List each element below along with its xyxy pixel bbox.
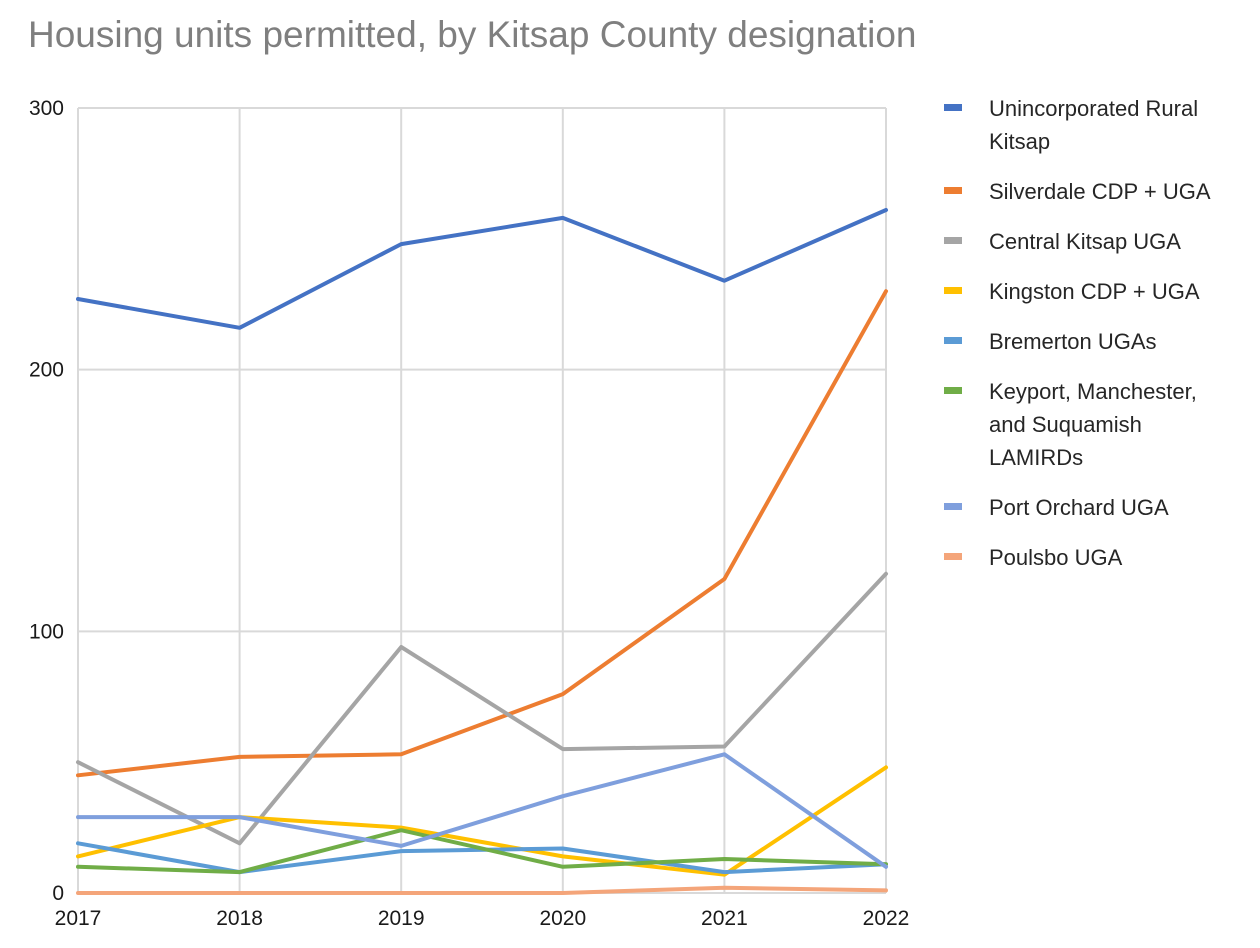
legend-swatch (944, 387, 962, 394)
legend-label: Kingston CDP + UGA (989, 279, 1200, 304)
x-tick-label: 2021 (701, 907, 748, 930)
legend-swatch (944, 237, 962, 244)
legend-label: Bremerton UGAs (989, 329, 1157, 354)
series-line-3 (76, 765, 888, 877)
legend-swatch (944, 104, 962, 111)
legend-item: Bremerton UGAs (944, 325, 1244, 358)
legend-item: Central Kitsap UGA (944, 225, 1244, 258)
y-tick-label: 200 (29, 359, 64, 382)
legend-item: Unincorporated Rural Kitsap (944, 92, 1244, 158)
series-line-0 (76, 208, 888, 330)
chart-title: Housing units permitted, by Kitsap Count… (28, 14, 917, 55)
legend-label: Port Orchard UGA (989, 495, 1169, 520)
series-line-7 (76, 885, 888, 895)
x-tick-label: 2017 (55, 907, 102, 930)
legend-item: Kingston CDP + UGA (944, 275, 1244, 308)
series-line-2 (76, 571, 888, 846)
series-line-5 (76, 828, 888, 875)
series-line-1 (76, 289, 888, 778)
legend-label: Silverdale CDP + UGA (989, 179, 1211, 204)
legend-swatch (944, 187, 962, 194)
x-tick-label: 2018 (216, 907, 263, 930)
legend-item: Keyport, Manchester, and Suquamish LAMIR… (944, 375, 1244, 474)
legend-label: Keyport, Manchester, and Suquamish LAMIR… (989, 379, 1197, 470)
series-lines (76, 208, 888, 895)
x-tick-label: 2022 (863, 907, 910, 930)
legend-item: Poulsbo UGA (944, 541, 1244, 574)
legend-label: Central Kitsap UGA (989, 229, 1181, 254)
gridlines (77, 107, 887, 894)
x-tick-label: 2020 (539, 907, 586, 930)
y-axis-ticks: 0 100 200 300 (29, 97, 64, 905)
legend-swatch (944, 553, 962, 560)
legend-label: Poulsbo UGA (989, 545, 1123, 570)
legend-label: Unincorporated Rural Kitsap (989, 96, 1199, 154)
legend-swatch (944, 503, 962, 510)
y-tick-label: 100 (29, 620, 64, 643)
y-tick-label: 0 (52, 882, 64, 905)
legend: Unincorporated Rural Kitsap Silverdale CD… (944, 92, 1244, 591)
legend-swatch (944, 337, 962, 344)
legend-swatch (944, 287, 962, 294)
x-tick-label: 2019 (378, 907, 425, 930)
x-axis-ticks: 2017 2018 2019 2020 2021 2022 (55, 907, 910, 930)
legend-item: Silverdale CDP + UGA (944, 175, 1244, 208)
series-line-6 (76, 752, 888, 869)
legend-item: Port Orchard UGA (944, 491, 1244, 524)
y-tick-label: 300 (29, 97, 64, 120)
